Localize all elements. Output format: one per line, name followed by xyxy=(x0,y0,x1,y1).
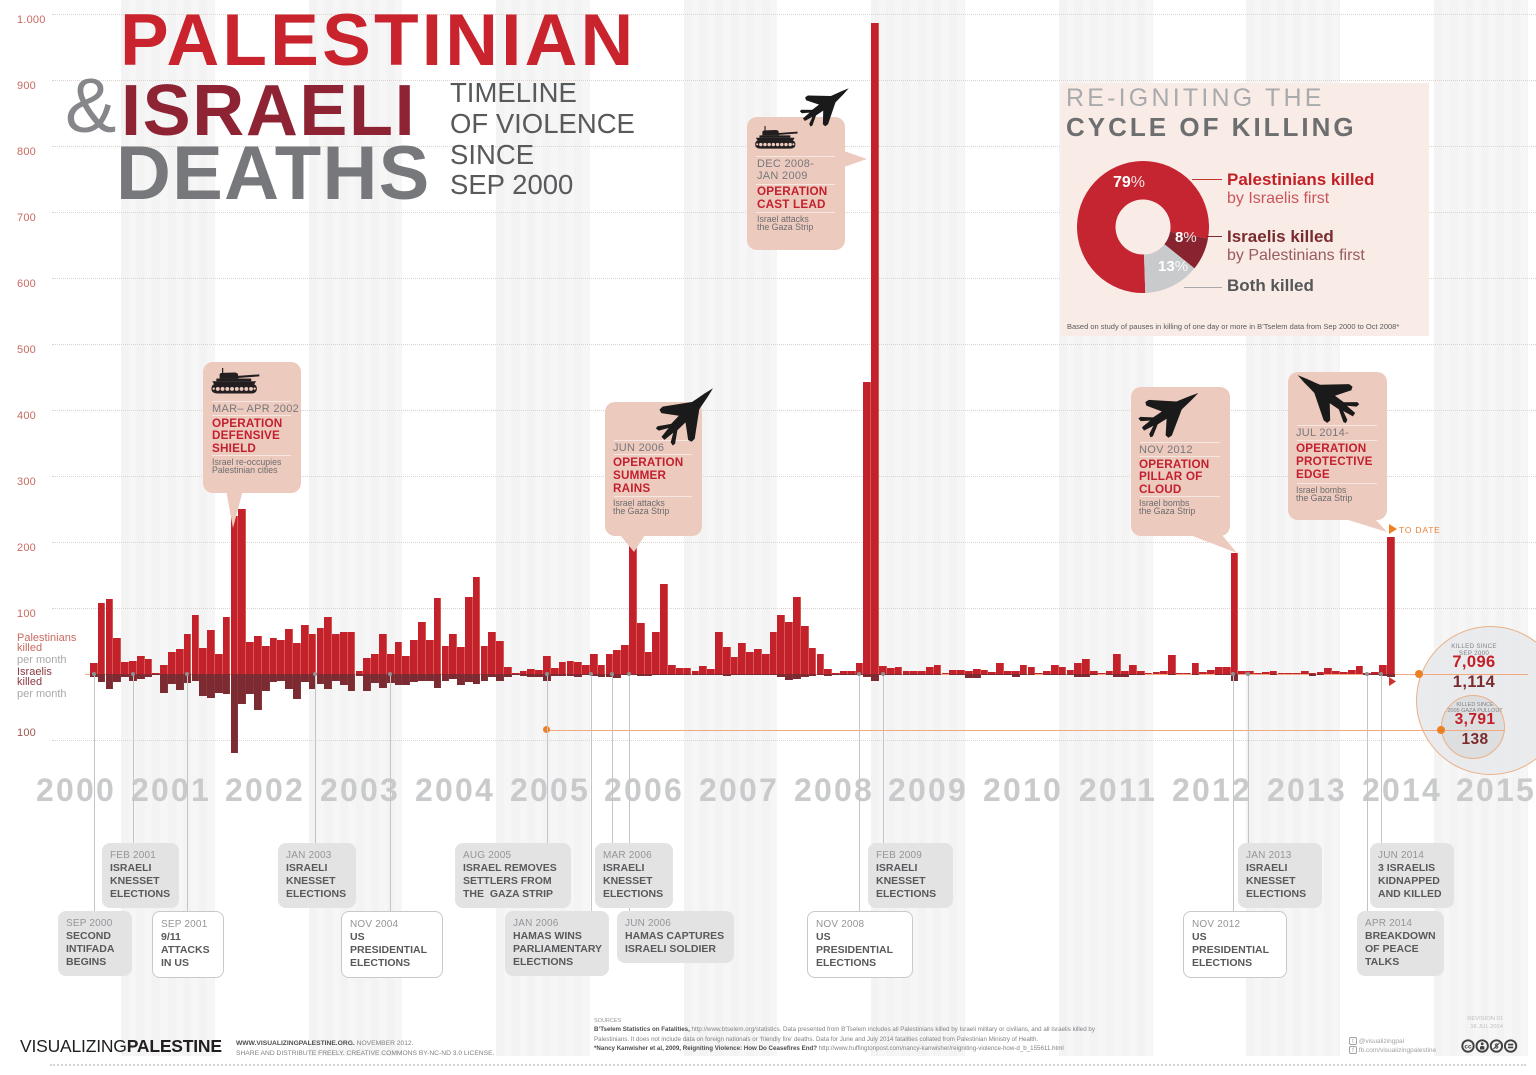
svg-text:cc: cc xyxy=(1464,1043,1472,1050)
svg-text:$: $ xyxy=(1494,1044,1498,1051)
